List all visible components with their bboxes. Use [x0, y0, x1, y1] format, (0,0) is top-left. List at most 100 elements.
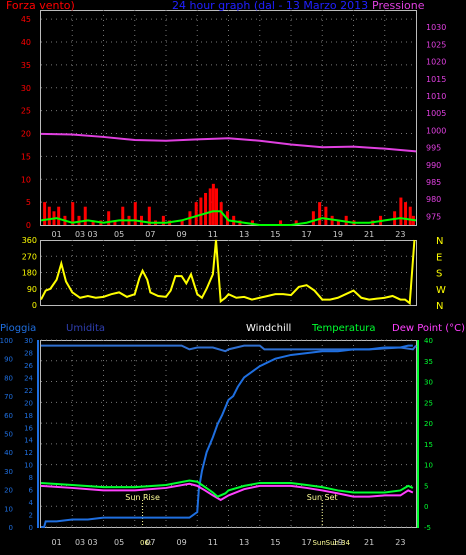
compass-label: E — [436, 252, 442, 263]
pressure-tick-label: 985 — [426, 178, 441, 187]
rain-tick-label: 20 — [24, 399, 33, 407]
x-tick-label: 05 — [114, 230, 124, 239]
x-tick-label: 03 — [87, 538, 97, 547]
gust-bar — [91, 220, 95, 225]
wind-pressure-plot-frame — [40, 10, 417, 226]
temperature-tick-label: 30 — [424, 379, 433, 387]
temperature-tick-label: 35 — [424, 358, 433, 366]
gust-bar — [113, 220, 117, 225]
gust-bar — [180, 220, 184, 225]
temperature-tick-label: 5 — [424, 482, 428, 490]
wind-tick-label: 0 — [26, 221, 31, 230]
humidity-tick-label: 30 — [4, 468, 13, 476]
temperature-tick-label: 15 — [424, 441, 433, 449]
gust-bar — [404, 202, 408, 225]
temperature-tick-label: 20 — [424, 420, 433, 428]
gust-bar — [208, 188, 212, 225]
temperature-tick-label: 10 — [424, 462, 433, 470]
humidity-tick-label: 100 — [0, 337, 13, 345]
rain-tick-label: 14 — [24, 437, 33, 445]
wind-tick-label: 30 — [21, 84, 31, 93]
pressure-tick-label: 1005 — [426, 109, 446, 118]
legend-umidita: Umidita — [66, 323, 105, 334]
x-tick-label: 11 — [208, 230, 218, 239]
rain-tick-label: 6 — [29, 487, 34, 495]
pressure-tick-label: 1010 — [426, 92, 446, 101]
gust-bar — [324, 206, 328, 225]
temperature-tick-label: 40 — [424, 337, 433, 345]
gust-bar — [294, 220, 298, 225]
pressure-tick-label: 1015 — [426, 75, 446, 84]
x-tick-label: 15 — [270, 538, 280, 547]
rain-tick-label: 16 — [24, 424, 33, 432]
temperature-line — [40, 479, 414, 498]
gust-bar — [43, 202, 47, 225]
gust-bar — [344, 215, 348, 225]
gust-bar — [318, 202, 322, 225]
rain-tick-label: 30 — [24, 337, 33, 345]
temperature-tick-label: 25 — [424, 399, 433, 407]
humidity-tick-label: 40 — [4, 449, 13, 457]
pressure-axis-label: Pressione — [372, 0, 425, 12]
compass-label: N — [436, 301, 443, 312]
legend-pioggia: Pioggia — [0, 323, 36, 334]
gust-bar — [204, 192, 208, 225]
gust-bar — [250, 220, 254, 225]
gust-bar — [121, 206, 125, 225]
x-tick-label: 01 — [52, 538, 62, 547]
x-tick-label: 03 — [75, 538, 85, 547]
sun-time-label: Sun — [312, 539, 325, 547]
wind-direction-line — [40, 239, 416, 306]
direction-tick-label: 0 — [32, 301, 37, 310]
x-tick-label: 11 — [208, 538, 218, 547]
gust-bar — [279, 220, 283, 225]
humidity-tick-label: 0 — [9, 524, 13, 532]
gust-bar — [133, 202, 137, 225]
wind-axis-ticks: 0 5 10 15 20 25 30 35 40 45 — [21, 15, 31, 230]
temperature-tick-label: -5 — [424, 524, 431, 532]
rain-tick-label: 24 — [24, 374, 33, 382]
rain-line — [41, 344, 413, 528]
humidity-axis-ticks: 0 10 20 30 40 50 60 70 80 90 100 — [0, 337, 13, 532]
legend-windchill: Windchill — [246, 323, 291, 334]
rain-tick-label: 18 — [24, 412, 33, 420]
gust-bar — [107, 211, 111, 225]
pressure-tick-label: 980 — [426, 195, 441, 204]
x-tick-label: 03 — [87, 230, 97, 239]
x-tick-label: 21 — [364, 538, 374, 547]
x-tick-label: 19 — [333, 538, 343, 547]
pressure-axis-ticks: 975 980 985 990 995 1000 1005 1010 1015 1020 1025 1… — [426, 23, 446, 221]
gust-bar — [399, 197, 403, 225]
wind-tick-label: 20 — [21, 130, 31, 139]
sun-annotation-label: Sun Set — [307, 493, 338, 502]
pressure-tick-label: 1030 — [426, 23, 446, 32]
wind-tick-label: 5 — [26, 198, 31, 207]
humidity-tick-label: 80 — [4, 374, 13, 382]
wind-axis-label: Forza vento) — [6, 0, 75, 12]
gust-bar — [77, 215, 81, 225]
x-tick-label: 03 — [75, 230, 85, 239]
rain-tick-label: 12 — [24, 449, 33, 457]
temp-rain-plot-frame — [40, 340, 417, 528]
x-tick-label: 01 — [52, 230, 62, 239]
x-tick-label: 09 — [177, 538, 187, 547]
gust-bar — [215, 188, 218, 225]
gust-bar — [194, 202, 198, 225]
direction-tick-label: 90 — [27, 285, 37, 294]
humidity-tick-label: 70 — [4, 393, 13, 401]
x-tick-label: 05 — [114, 538, 124, 547]
pressure-tick-label: 975 — [426, 212, 441, 221]
pressure-tick-label: 1025 — [426, 40, 446, 49]
wind-tick-label: 40 — [21, 38, 31, 47]
gust-bar — [336, 220, 340, 225]
x-tick-label: 23 — [395, 538, 405, 547]
rain-tick-label: 28 — [24, 349, 33, 357]
x-tick-label: 23 — [395, 230, 405, 239]
gust-bar — [311, 211, 315, 225]
wind-tick-label: 25 — [21, 107, 31, 116]
humidity-tick-label: 90 — [4, 356, 13, 364]
rain-tick-label: 26 — [24, 362, 33, 370]
pressure-tick-label: 995 — [426, 144, 441, 153]
rain-tick-label: 0 — [29, 524, 33, 532]
